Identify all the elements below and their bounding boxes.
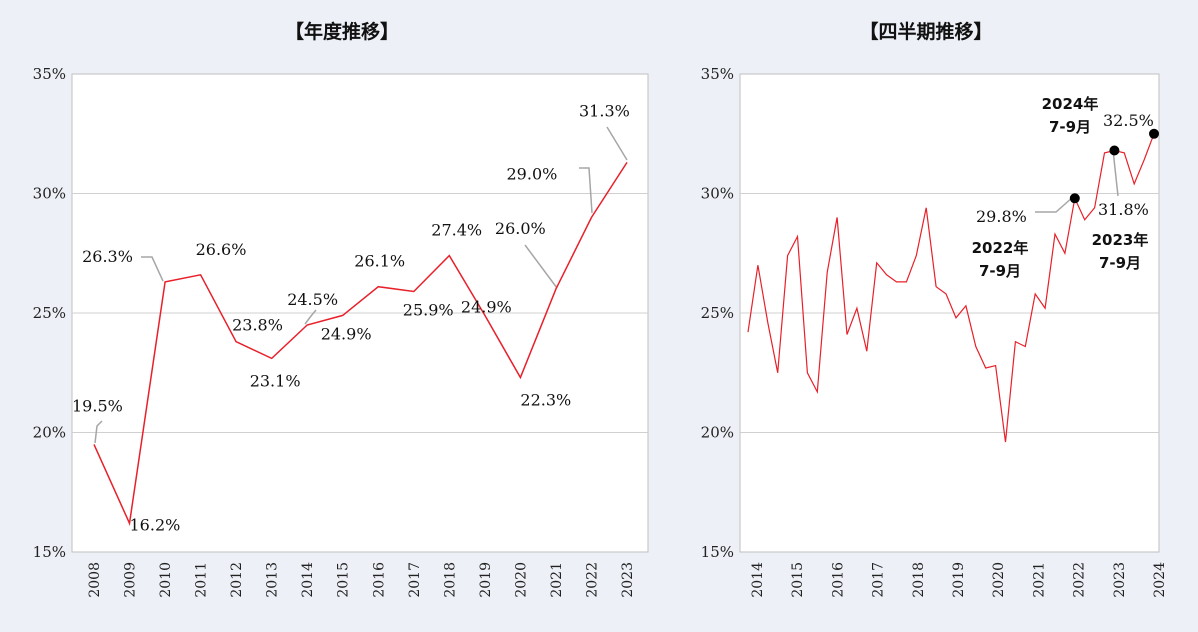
leader-2022 — [579, 167, 593, 214]
highlight-point — [1149, 128, 1159, 139]
r-ytick-label: 15% — [701, 543, 734, 561]
l-ytick-label: 35% — [33, 65, 66, 83]
annual-data-label-2014: 24.5% — [287, 290, 338, 309]
annual-xtick-label: 2014 — [300, 562, 316, 598]
l-ytick-label: 15% — [33, 543, 66, 561]
annual-xtick-label: 2016 — [371, 562, 387, 598]
leader-2022q3 — [1035, 196, 1074, 213]
leader-2023 — [606, 126, 628, 161]
annual-data-label-2017: 25.9% — [403, 301, 454, 320]
quarterly-xtick-label: 2020 — [991, 562, 1007, 598]
label-2024q3-value: 32.5% — [1103, 111, 1154, 130]
quarterly-xtick-label: 2022 — [1072, 562, 1088, 598]
leader-2023q3 — [1112, 149, 1119, 197]
annual-data-label-2021: 26.0% — [495, 219, 546, 238]
annual-xtick-label: 2019 — [478, 562, 494, 598]
l-ytick-label: 20% — [33, 424, 66, 442]
quarterly-xtick-label: 2024 — [1152, 562, 1168, 598]
l-ytick-label: 30% — [33, 185, 66, 203]
leader-2021 — [524, 244, 558, 289]
annual-xtick-label: 2015 — [336, 562, 352, 598]
leader-2008 — [94, 420, 103, 444]
quarterly-xtick-label: 2015 — [790, 562, 806, 598]
annual-xtick-label: 2013 — [265, 562, 281, 598]
annual-xtick-label: 2008 — [87, 562, 103, 598]
quarterly-chart-title: 【四半期推移】 — [859, 20, 992, 43]
label-2022q3-value: 29.8% — [976, 207, 1027, 226]
l-ytick-label: 25% — [33, 304, 66, 322]
annual-data-label-2019: 24.9% — [461, 297, 512, 316]
label-2022q3-year: 2022年 — [972, 239, 1029, 257]
r-ytick-label: 25% — [701, 304, 734, 322]
quarterly-xtick-label: 2021 — [1031, 562, 1047, 598]
annual-data-label-2008: 19.5% — [72, 396, 123, 415]
annual-xtick-label: 2023 — [620, 562, 636, 598]
quarterly-xtick-label: 2023 — [1112, 562, 1128, 598]
annual-xtick-label: 2017 — [407, 562, 423, 598]
annual-xtick-label: 2009 — [123, 562, 139, 598]
label-2022q3-month: 7-9月 — [979, 262, 1021, 280]
label-2023q3-year: 2023年 — [1092, 231, 1149, 249]
annual-data-label-2022: 29.0% — [507, 164, 558, 183]
annual-xtick-label: 2011 — [194, 562, 210, 598]
leader-2014 — [304, 309, 317, 325]
annual-xtick-label: 2020 — [513, 562, 529, 598]
annual-data-label-2013: 23.1% — [250, 371, 301, 390]
label-2024q3-year: 2024年 — [1042, 95, 1099, 113]
annual-chart: 【年度推移】 15% 20% 25% 30% 35% 2008 2009 2010 2011 2… — [33, 20, 649, 598]
annual-xtick-label: 2010 — [158, 562, 174, 598]
annual-data-label-2012: 23.8% — [232, 316, 283, 335]
quarterly-xtick-label: 2016 — [830, 562, 846, 598]
annual-data-label-2016: 26.1% — [354, 252, 405, 271]
quarterly-xtick-label: 2017 — [871, 562, 887, 598]
quarterly-xtick-label: 2014 — [750, 562, 766, 598]
annual-xtick-label: 2022 — [584, 562, 600, 598]
annual-xtick-label: 2012 — [229, 562, 245, 598]
annual-data-label-2023: 31.3% — [579, 101, 630, 120]
label-2023q3-month: 7-9月 — [1099, 254, 1141, 272]
annual-data-label-2020: 22.3% — [520, 391, 571, 410]
leader-2010 — [141, 256, 164, 282]
quarterly-xtick-label: 2019 — [951, 562, 967, 598]
annual-data-label-2018: 27.4% — [431, 221, 482, 240]
annual-data-label-2009: 16.2% — [130, 515, 181, 534]
annual-data-label-2015: 24.9% — [321, 324, 372, 343]
quarterly-chart: 【四半期推移】 15% 20% 25% 30% 35% 2014 2015 2016 2017… — [701, 20, 1168, 598]
label-2023q3-value: 31.8% — [1098, 200, 1149, 219]
label-2024q3-month: 7-9月 — [1049, 118, 1091, 136]
annual-xtick-label: 2021 — [549, 562, 565, 598]
annual-xtick-label: 2018 — [442, 562, 458, 598]
highlight-point — [1069, 193, 1080, 204]
highlight-point — [1109, 145, 1120, 156]
r-ytick-label: 20% — [701, 424, 734, 442]
r-ytick-label: 35% — [701, 65, 734, 83]
quarterly-series-line — [747, 133, 1155, 443]
annual-chart-title: 【年度推移】 — [285, 20, 399, 43]
r-ytick-label: 30% — [701, 185, 734, 203]
annual-data-label-2010: 26.3% — [82, 247, 133, 266]
quarterly-xtick-label: 2018 — [911, 562, 927, 598]
annual-data-label-2011: 26.6% — [196, 240, 247, 259]
annual-series-line — [93, 161, 628, 526]
